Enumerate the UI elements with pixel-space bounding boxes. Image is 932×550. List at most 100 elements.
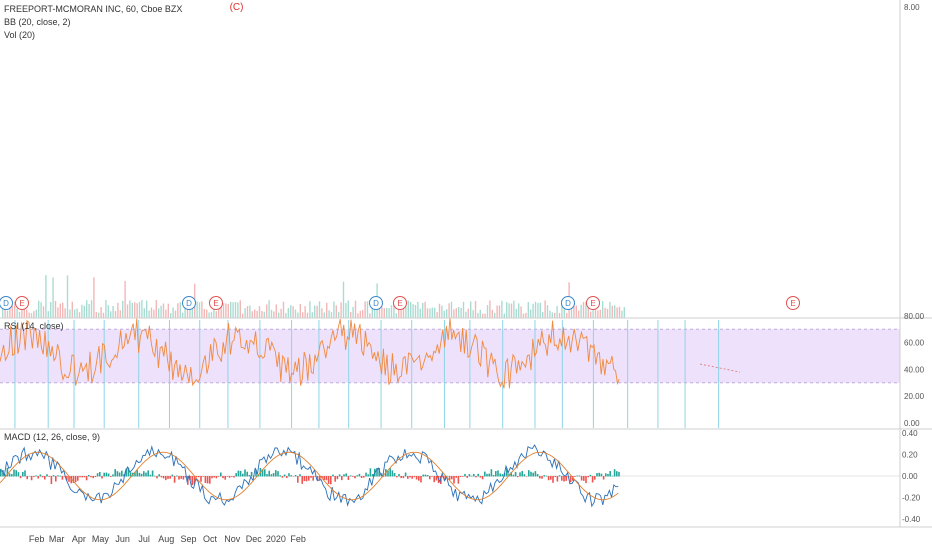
macd-histogram-bar [140, 473, 143, 477]
macd-histogram-bar [554, 476, 556, 477]
macd-histogram-bar [369, 468, 372, 477]
macd-histogram-bar [52, 475, 55, 477]
volume-bar [131, 302, 133, 318]
volume-bar [520, 306, 522, 318]
volume-bar [441, 305, 443, 318]
macd-histogram-bar [323, 476, 325, 480]
dividend-marker[interactable] [182, 296, 196, 310]
macd-histogram-bar [15, 470, 17, 477]
volume-bar [496, 305, 498, 318]
macd-histogram-bar [103, 472, 105, 477]
volume-bar [390, 305, 393, 318]
macd-histogram-bar [360, 476, 363, 479]
dividend-marker[interactable] [0, 296, 13, 310]
macd-pane[interactable] [0, 444, 900, 508]
volume-bar [419, 308, 421, 318]
macd-histogram-bar [4, 474, 6, 477]
macd-legend[interactable]: MACD (12, 26, close, 9) [4, 432, 101, 442]
macd-tick-label: 0.40 [902, 429, 918, 438]
volume-bar [556, 306, 558, 318]
macd-tick-label: 0.20 [902, 450, 918, 459]
macd-histogram-bar [534, 471, 537, 477]
macd-histogram-bar [173, 476, 176, 483]
macd-histogram-bar [231, 476, 233, 477]
macd-histogram-bar [530, 471, 532, 477]
volume-bar [66, 275, 69, 318]
macd-histogram-bar [468, 474, 471, 477]
volume-bar [513, 300, 515, 318]
earnings-marker[interactable] [586, 296, 600, 310]
macd-histogram-bar [363, 476, 365, 478]
macd-histogram-bar [479, 476, 482, 478]
volume-bar [604, 307, 606, 318]
y-tick-label: 8.00 [904, 3, 920, 12]
macd-tick-label: -0.40 [902, 515, 921, 524]
volume-bar [38, 300, 40, 318]
macd-histogram-bar [484, 471, 486, 477]
volume-bar [342, 281, 345, 318]
macd-histogram-bar [387, 470, 389, 477]
event-marker-label: E [397, 299, 402, 308]
volume-bar [263, 311, 265, 318]
volume-bar [311, 312, 313, 318]
macd-histogram-bar [475, 476, 477, 478]
macd-histogram-bar [151, 470, 154, 477]
volume-bar [59, 303, 61, 318]
price-pane[interactable]: 0(8.44)0.236(9.86)0.382(10.74)0.5(11.45)… [0, 0, 931, 318]
volume-bar [294, 309, 297, 318]
dividend-marker[interactable] [561, 296, 575, 310]
macd-histogram-bar [63, 476, 66, 477]
macd-histogram-bar [316, 476, 319, 482]
volume-bar [100, 307, 102, 318]
macd-histogram-bar [334, 476, 336, 482]
event-marker-label: D [565, 299, 571, 308]
volume-bar [69, 309, 71, 318]
macd-histogram-bar [220, 472, 222, 477]
volume-bar [177, 303, 179, 318]
rsi-pane[interactable] [0, 317, 900, 428]
volume-bar [465, 311, 467, 318]
macd-histogram-bar [598, 472, 600, 477]
macd-histogram-bar [545, 475, 548, 477]
macd-histogram-bar [292, 476, 295, 477]
x-tick-label: Nov [224, 534, 241, 544]
volume-bar [242, 313, 244, 318]
macd-histogram-bar [288, 473, 290, 477]
macd-histogram-bar [266, 474, 268, 477]
volume-bar [26, 309, 28, 318]
volume-bar [318, 301, 321, 318]
volume-bar [167, 303, 169, 318]
volume-bar [364, 301, 366, 318]
volume-legend[interactable]: Vol (20) [4, 30, 36, 40]
macd-histogram-bar [477, 473, 479, 477]
earnings-marker[interactable] [15, 296, 29, 310]
macd-histogram-bar [308, 476, 310, 481]
earnings-marker[interactable] [393, 296, 407, 310]
macd-histogram-bar [92, 476, 94, 479]
rsi-legend[interactable]: RSI (14, close) [4, 321, 64, 331]
volume-bar [141, 300, 143, 318]
macd-histogram-bar [349, 475, 352, 477]
volume-bar [290, 305, 292, 318]
bollinger-legend[interactable]: BB (20, close, 2) [4, 17, 71, 27]
earnings-marker[interactable] [209, 296, 223, 310]
volume-bar [400, 301, 402, 318]
volume-bar [191, 301, 193, 318]
volume-bar [232, 302, 234, 318]
macd-histogram-bar [532, 472, 534, 477]
volume-bar [234, 301, 237, 318]
macd-histogram-bar [112, 474, 114, 477]
dividend-marker[interactable] [369, 296, 383, 310]
volume-bar [110, 311, 112, 318]
volume-bar [340, 302, 342, 318]
macd-line [0, 444, 619, 508]
macd-histogram-bar [382, 476, 385, 477]
macd-histogram-bar [160, 476, 163, 478]
macd-histogram-bar [319, 476, 321, 480]
volume-bar [244, 308, 246, 318]
earnings-marker[interactable] [786, 296, 800, 310]
volume-bar [462, 301, 465, 318]
macd-histogram-bar [125, 468, 127, 477]
